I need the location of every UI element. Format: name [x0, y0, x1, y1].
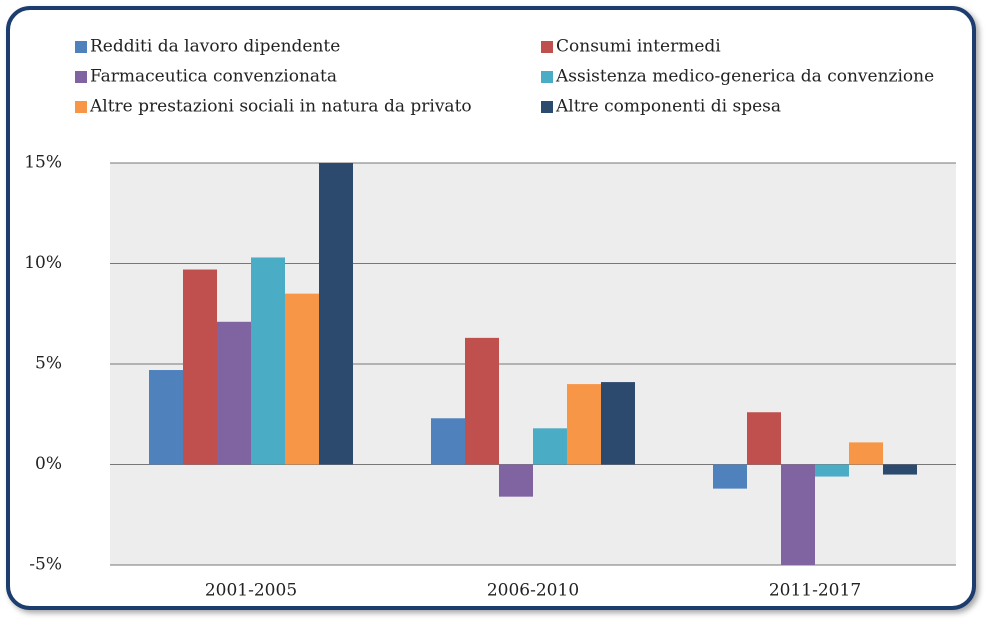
- legend-label: Redditi da lavoro dipendente: [90, 37, 340, 57]
- bar: [815, 464, 849, 477]
- legend-label: Assistenza medico-generica da convenzion…: [555, 67, 934, 87]
- x-tick-label: 2011-2017: [769, 581, 861, 601]
- legend-swatch: [75, 101, 87, 113]
- bar: [533, 428, 567, 465]
- legend-swatch: [541, 71, 553, 83]
- bar: [499, 464, 533, 497]
- bar: [601, 382, 635, 465]
- legend-label: Altre componenti di spesa: [555, 97, 781, 117]
- y-tick-label: 5%: [35, 354, 62, 374]
- y-tick-label: 10%: [24, 253, 62, 273]
- y-tick-label: 0%: [35, 454, 62, 474]
- legend-swatch: [75, 71, 87, 83]
- bar: [849, 442, 883, 465]
- bar: [465, 337, 499, 465]
- legend-swatch: [541, 101, 553, 113]
- bar: [747, 412, 781, 465]
- legend-label: Altre prestazioni sociali in natura da p…: [89, 97, 472, 117]
- x-tick-label: 2006-2010: [487, 581, 579, 601]
- bar: [781, 464, 815, 565]
- bar: [713, 464, 747, 489]
- bar: [319, 163, 353, 465]
- legend-label: Consumi intermedi: [556, 37, 721, 57]
- bar: [217, 321, 251, 465]
- bar: [285, 293, 319, 465]
- y-tick-label: -5%: [29, 555, 62, 575]
- bar: [431, 418, 465, 465]
- legend-swatch: [75, 41, 87, 53]
- bar: [251, 257, 285, 465]
- bar: [183, 269, 217, 465]
- bar: [883, 464, 917, 475]
- y-tick-label: 15%: [24, 153, 62, 173]
- legend-label: Farmaceutica convenzionata: [90, 67, 337, 87]
- bar: [149, 370, 183, 465]
- bar: [567, 384, 601, 465]
- legend-swatch: [541, 41, 553, 53]
- x-tick-label: 2001-2005: [205, 581, 297, 601]
